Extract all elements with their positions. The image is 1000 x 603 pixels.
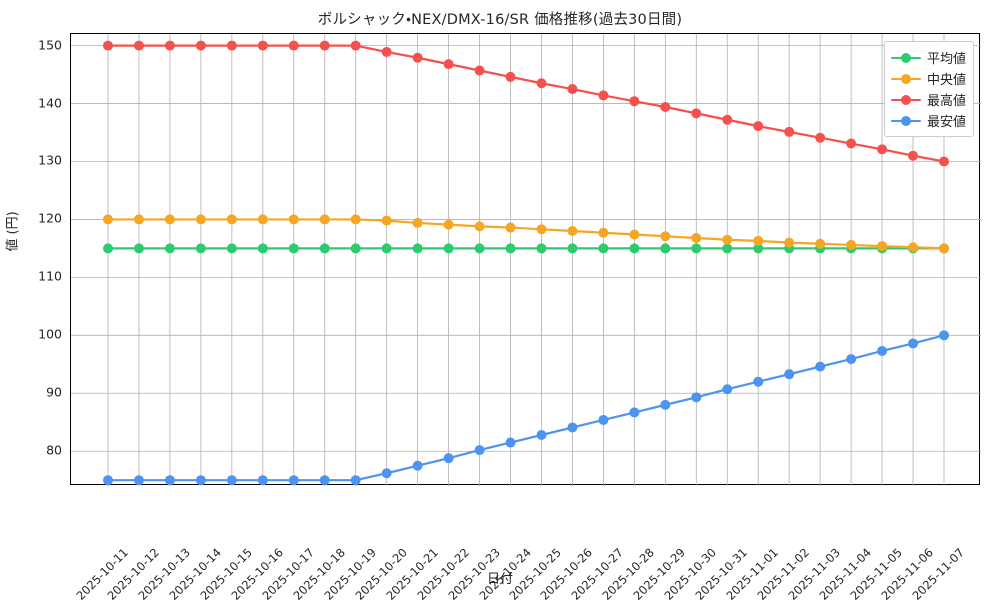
- legend-label: 平均値: [927, 52, 967, 67]
- y-tick-label: 100: [38, 326, 62, 342]
- legend-item-最安値[interactable]: 最安値: [891, 110, 966, 131]
- series-最高値: [103, 40, 949, 167]
- y-axis-tick-labels: 80 90 100 110 120 130 140 150: [0, 33, 62, 485]
- y-tick-label: 120: [38, 210, 62, 226]
- legend-label: 最安値: [927, 115, 967, 130]
- legend-swatch-icon: [891, 93, 921, 107]
- legend-swatch-icon: [891, 72, 921, 86]
- chart-legend: 平均値中央値最高値最安値: [884, 41, 975, 137]
- y-tick-label: 140: [38, 95, 62, 111]
- legend-item-平均値[interactable]: 平均値: [891, 47, 966, 68]
- grid-lines: [71, 34, 981, 486]
- y-tick-label: 80: [46, 442, 62, 458]
- y-tick-label: 150: [38, 37, 62, 53]
- y-tick-label: 130: [38, 152, 62, 168]
- legend-label: 最高値: [927, 94, 967, 109]
- legend-swatch-icon: [891, 51, 921, 65]
- plot-svg: [71, 34, 981, 486]
- chart-title: ボルシャック・NEX/DMX-16/SR 価格推移(過去30日間): [317, 12, 683, 28]
- y-tick-label: 90: [46, 384, 62, 400]
- legend-item-最高値[interactable]: 最高値: [891, 89, 966, 110]
- legend-label: 中央値: [927, 73, 967, 88]
- y-tick-label: 110: [38, 268, 62, 284]
- legend-swatch-icon: [891, 114, 921, 128]
- plot-area: [70, 33, 981, 486]
- y-axis-label: 値 (円): [5, 211, 21, 252]
- x-axis-label: 日付: [486, 572, 513, 587]
- series-中央値: [103, 214, 949, 254]
- series-最安値: [103, 330, 949, 486]
- legend-item-中央値[interactable]: 中央値: [891, 68, 966, 89]
- x-axis-tick-labels: 2025-10-11 2025-10-12 2025-10-13 2025-10-14…: [70, 485, 980, 603]
